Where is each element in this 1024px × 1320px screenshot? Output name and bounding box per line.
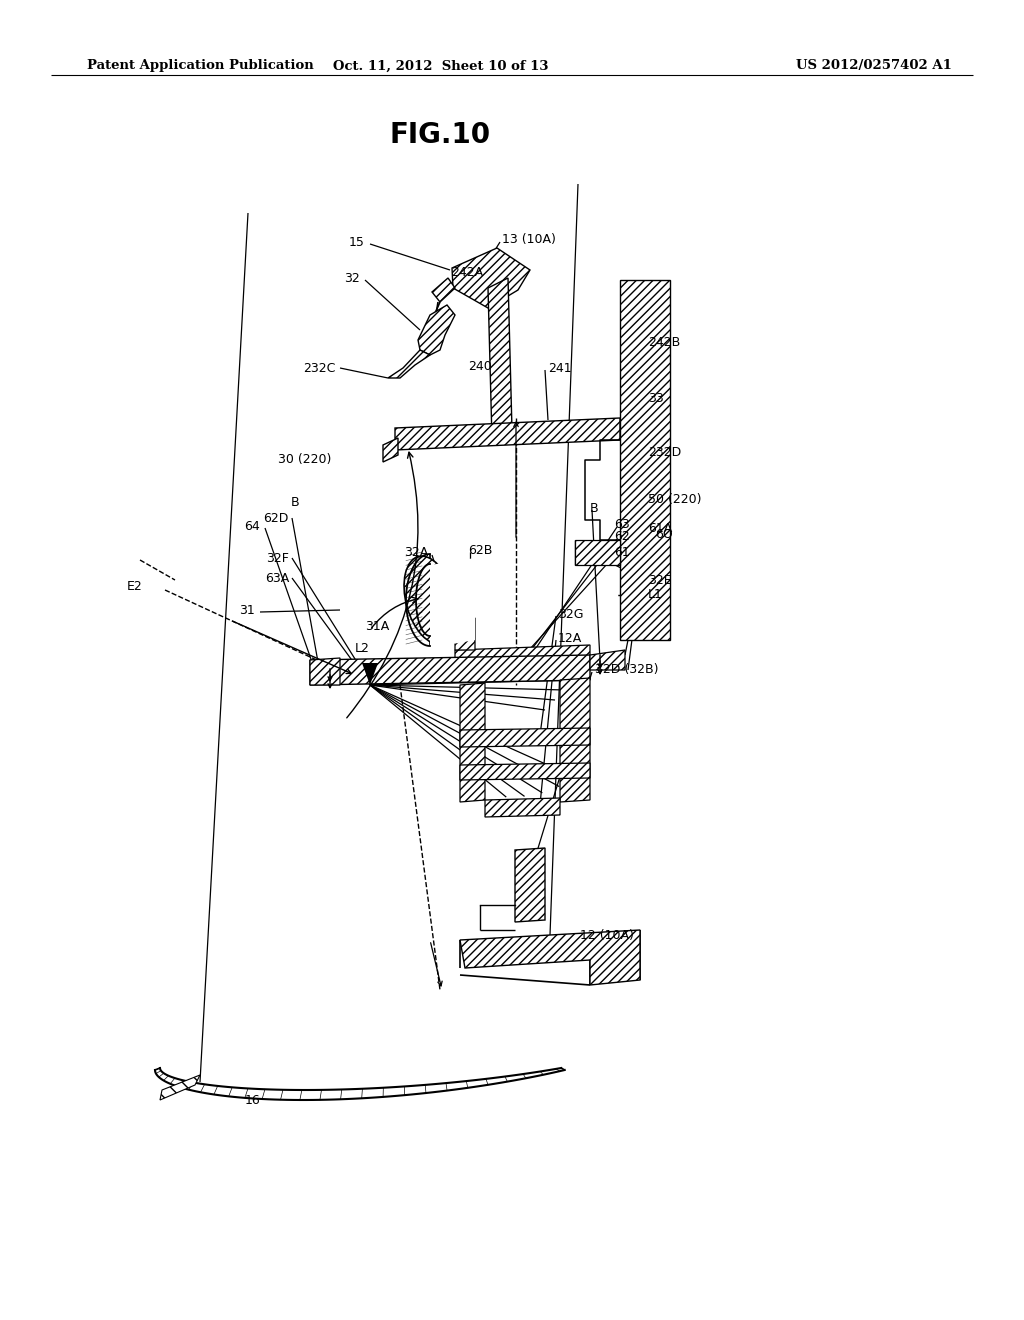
Polygon shape xyxy=(488,279,512,440)
Text: 32G: 32G xyxy=(558,607,584,620)
Polygon shape xyxy=(590,649,625,671)
FancyArrowPatch shape xyxy=(372,597,418,628)
Polygon shape xyxy=(455,618,475,649)
Text: 63: 63 xyxy=(614,519,630,532)
Polygon shape xyxy=(383,438,398,462)
Polygon shape xyxy=(485,799,560,817)
Polygon shape xyxy=(310,657,340,685)
Text: 12A: 12A xyxy=(558,631,583,644)
Polygon shape xyxy=(362,663,378,685)
Text: 61A: 61A xyxy=(648,521,672,535)
Text: 30 (220): 30 (220) xyxy=(278,454,332,466)
Text: 242A: 242A xyxy=(451,265,483,279)
Text: L1: L1 xyxy=(648,589,663,602)
Text: 64: 64 xyxy=(245,520,260,532)
Text: 62: 62 xyxy=(614,531,630,544)
Polygon shape xyxy=(460,931,640,985)
Text: 232D: 232D xyxy=(648,446,681,459)
Text: 232C: 232C xyxy=(303,362,335,375)
Text: 31A: 31A xyxy=(365,620,389,634)
Text: Patent Application Publication: Patent Application Publication xyxy=(87,59,313,73)
Polygon shape xyxy=(452,248,530,308)
Polygon shape xyxy=(160,1074,200,1100)
Text: 12 (10A): 12 (10A) xyxy=(580,928,634,941)
Text: 62D: 62D xyxy=(263,511,289,524)
Text: 15: 15 xyxy=(349,236,365,249)
Text: 32: 32 xyxy=(344,272,360,285)
Text: US 2012/0257402 A1: US 2012/0257402 A1 xyxy=(797,59,952,73)
Text: 6O: 6O xyxy=(655,528,673,541)
Text: 61: 61 xyxy=(614,545,630,558)
Polygon shape xyxy=(515,847,545,921)
Text: 13 (10A): 13 (10A) xyxy=(502,234,556,247)
Text: Oct. 11, 2012  Sheet 10 of 13: Oct. 11, 2012 Sheet 10 of 13 xyxy=(333,59,548,73)
Text: 240: 240 xyxy=(468,359,492,372)
Text: FIG.10: FIG.10 xyxy=(390,121,490,149)
Text: 63A: 63A xyxy=(265,572,289,585)
Text: 62B: 62B xyxy=(468,544,493,557)
Polygon shape xyxy=(560,678,590,803)
Polygon shape xyxy=(575,540,620,565)
Text: E2: E2 xyxy=(126,581,142,594)
Polygon shape xyxy=(388,350,430,378)
Text: 32D (32B): 32D (32B) xyxy=(595,664,658,676)
Text: B: B xyxy=(291,496,300,510)
Text: 50 (220): 50 (220) xyxy=(648,494,701,507)
Text: L2: L2 xyxy=(355,642,370,655)
FancyArrowPatch shape xyxy=(347,453,418,718)
Polygon shape xyxy=(395,418,620,450)
Polygon shape xyxy=(310,655,590,685)
Text: 32E: 32E xyxy=(648,573,672,586)
Ellipse shape xyxy=(404,556,456,644)
Text: 16: 16 xyxy=(245,1093,261,1106)
Text: 32F: 32F xyxy=(266,552,289,565)
Polygon shape xyxy=(460,682,485,803)
Text: 31: 31 xyxy=(240,603,255,616)
Text: 33: 33 xyxy=(648,392,664,404)
Text: 32A: 32A xyxy=(403,546,428,560)
Text: B: B xyxy=(590,502,599,515)
Text: 242B: 242B xyxy=(648,337,680,350)
Polygon shape xyxy=(432,279,455,302)
Polygon shape xyxy=(620,280,670,640)
Polygon shape xyxy=(460,763,590,780)
Polygon shape xyxy=(455,645,590,665)
Polygon shape xyxy=(460,729,590,747)
Text: 241: 241 xyxy=(548,362,571,375)
Polygon shape xyxy=(418,305,455,355)
Polygon shape xyxy=(430,558,475,648)
